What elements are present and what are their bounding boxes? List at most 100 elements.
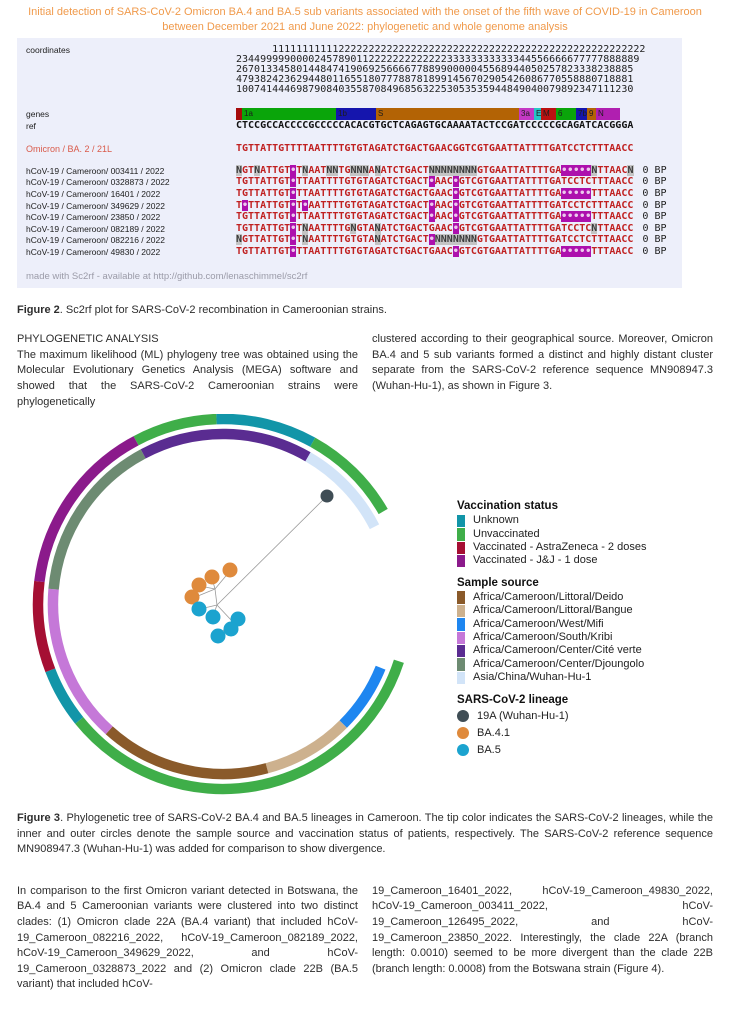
strain-row: hCoV-19 / Cameroon/ 082216 / 2022 NGTTATT… [26, 234, 682, 247]
paper-page: { "title": "Initial detection of SARS-Co… [0, 5, 730, 1027]
legend-label: Vaccinated - AstraZeneca - 2 doses [473, 541, 647, 554]
strain-label: hCoV-19 / Cameroon/ 49830 / 2022 [26, 246, 161, 257]
legend-item: BA.4.1 [457, 725, 725, 742]
vaccination-status-arc [133, 414, 217, 446]
legend-group: SARS-CoV-2 lineage 19A (Wuhan-Hu-1) BA.4.1… [457, 694, 725, 759]
section1-right-column: clustered according to their geographica… [372, 333, 713, 393]
strain-sequence: NGTNATTGT•TNAATNNTGNNNANATCTGACTNNNNNNNN… [236, 164, 667, 176]
coordinates-track: coordinates 1111111111122222222222222222… [26, 45, 682, 95]
gene-segment-1a: 1a [242, 108, 336, 120]
legend-label: Unvaccinated [473, 527, 540, 540]
tree-branch [214, 589, 218, 606]
vaccination-status-arc [32, 581, 56, 673]
breakpoint-count: 0 BP [642, 176, 667, 188]
legend-item: BA.5 [457, 742, 725, 759]
strain-label: hCoV-19 / Cameroon/ 0328873 / 2022 [26, 177, 170, 188]
vaccination-status-arc [75, 659, 404, 795]
legend-label: Africa/Cameroon/Center/Cité verte [473, 644, 642, 657]
strain-row: hCoV-19 / Cameroon/ 003411 / 2022 NGTNATT… [26, 164, 682, 177]
tree-tip-19A [320, 489, 334, 503]
figure3-caption-text: . Phylogenetic tree of SARS-CoV-2 BA.4 a… [17, 812, 713, 856]
strain-row: hCoV-19 / Cameroon/ 0328873 / 2022 TGTTAT… [26, 176, 682, 189]
strain-row: hCoV-19 / Cameroon/ 49830 / 2022 TGTTATTG… [26, 245, 682, 258]
legend-item: Africa/Cameroon/West/Mifi [457, 618, 725, 631]
tree-tip-BA.5 [205, 609, 221, 625]
legend-label: Africa/Cameroon/Center/Djoungolo [473, 657, 645, 670]
strain-label: hCoV-19 / Cameroon/ 16401 / 2022 [26, 188, 161, 199]
legend-swatch [457, 671, 465, 685]
strain-label: hCoV-19 / Cameroon/ 23850 / 2022 [26, 212, 161, 223]
strain-sequence: TGTTATTGT•TNAATTTTGNGTANATCTGACTGAAC•GTC… [236, 222, 667, 234]
strain-label: hCoV-19 / Cameroon/ 003411 / 2022 [26, 165, 165, 176]
legend-label: BA.5 [477, 743, 501, 756]
legend-group-title: Vaccination status [457, 500, 558, 513]
sc2rf-credit: made with Sc2rf - available at http://gi… [26, 270, 308, 282]
genes-bar: 1a 1b S 3a E M 6 7b 9 N [236, 108, 620, 120]
strain-rows: hCoV-19 / Cameroon/ 003411 / 2022 NGTNATT… [26, 164, 682, 258]
gene-segment-E: E [534, 108, 541, 120]
legend-label: Africa/Cameroon/Littoral/Bangue [473, 604, 633, 617]
legend-group: Vaccination status Unknown Unvaccinated Vac… [457, 500, 725, 568]
strain-sequence: TGTTATTGT•TTAATTTTGTGTAGATCTGACT•AAC•GTC… [236, 211, 667, 223]
legend-label: BA.4.1 [477, 726, 511, 739]
legend-label: Africa/Cameroon/South/Kribi [473, 631, 613, 644]
vaccination-status-arc [310, 437, 388, 515]
tree-branch [216, 495, 328, 606]
section1-left-text: The maximum likelihood (ML) phylogeny tr… [17, 348, 358, 408]
strain-sequence: NGTTATTGT•TNAATTTTGTGTANATCTGACT•NNNNNNN… [236, 234, 667, 246]
legend-swatch [457, 554, 465, 568]
paper-title: Initial detection of SARS-CoV-2 Omicron … [28, 6, 702, 33]
figure2-caption-label: Figure 2 [17, 303, 60, 316]
vaccination-status-arc [34, 436, 139, 583]
legend-item: Vaccinated - J&J - 1 dose [457, 554, 725, 568]
legend-swatch [457, 591, 465, 604]
legend-item: Africa/Cameroon/Center/Djoungolo [457, 658, 725, 671]
tree-branch [216, 604, 233, 622]
sample-source-arc [305, 452, 380, 530]
sample-source-arc [47, 588, 113, 735]
legend-group-title: Sample source [457, 576, 539, 589]
gene-segment-N: N [596, 108, 620, 120]
omicron-label: Omicron / BA. 2 / 21L [26, 144, 113, 154]
legend-label: Africa/Cameroon/Littoral/Deido [473, 590, 624, 603]
strain-sequence: TGTTATTGT•TTAATTTTGTGTAGATCTGACTGAAC•GTC… [236, 187, 667, 199]
legend-swatch [457, 631, 465, 644]
section2-right-column: 19_Cameroon_16401_2022, hCoV-19_Cameroon… [372, 884, 713, 975]
gene-segment-9: 9 [587, 108, 596, 120]
strain-label: hCoV-19 / Cameroon/ 349629 / 2022 [26, 200, 165, 211]
sample-source-arc [105, 726, 269, 780]
strain-label: hCoV-19 / Cameroon/ 082216 / 2022 [26, 235, 165, 246]
figure2-caption: Figure 2. Sc2rf plot for SARS-CoV-2 reco… [17, 303, 713, 319]
figure3-legend: Vaccination status Unknown Unvaccinated Vac… [457, 500, 725, 767]
legend-swatch [457, 744, 469, 757]
phylogenetic-tree-plot [32, 414, 404, 795]
legend-group: Sample source Africa/Cameroon/Littoral/De… [457, 577, 725, 685]
gene-segment-1b: 1b [336, 108, 376, 120]
legend-item: Vaccinated - AstraZeneca - 2 doses [457, 541, 725, 554]
legend-label: Asia/China/Wuhan-Hu-1 [473, 671, 592, 684]
vaccination-status-arc [45, 668, 84, 724]
legend-swatch [457, 541, 465, 554]
section2-left-column: In comparison to the first Omicron varia… [17, 884, 358, 991]
breakpoint-count: 0 BP [642, 245, 667, 257]
legend-swatch [457, 644, 465, 658]
figure3-panel: Vaccination status Unknown Unvaccinated Vac… [0, 414, 730, 796]
breakpoint-count: 0 BP [642, 187, 667, 199]
ref-sequence: CTCCGCCACCCCGCCCCCACACGTGCTCAGAGTGCAAAAT… [236, 120, 634, 131]
legend-swatch [457, 604, 465, 618]
figure3-caption: Figure 3. Phylogenetic tree of SARS-CoV-… [17, 811, 713, 858]
coordinates-label: coordinates [26, 45, 70, 55]
strain-row: hCoV-19 / Cameroon/ 082189 / 2022 TGTTATT… [26, 222, 682, 235]
gene-segment-3a: 3a [519, 108, 534, 120]
strain-label: hCoV-19 / Cameroon/ 082189 / 2022 [26, 223, 165, 234]
genes-label: genes [26, 109, 50, 119]
tree-tip-BA.5 [191, 601, 207, 617]
strain-sequence: TGTTATTGT•TTAATTTTGTGTAGATCTGACTGAAC•GTC… [236, 245, 667, 257]
gene-segment-7b: 7b [576, 108, 587, 120]
legend-label: 19A (Wuhan-Hu-1) [477, 709, 569, 722]
gene-segment-S: S [376, 108, 519, 120]
strain-row: hCoV-19 / Cameroon/ 349629 / 2022 T•TTATT… [26, 199, 682, 212]
tree-tip-BA.4.1 [191, 577, 207, 593]
legend-item: Asia/China/Wuhan-Hu-1 [457, 671, 725, 685]
legend-label: Unknown [473, 514, 519, 527]
